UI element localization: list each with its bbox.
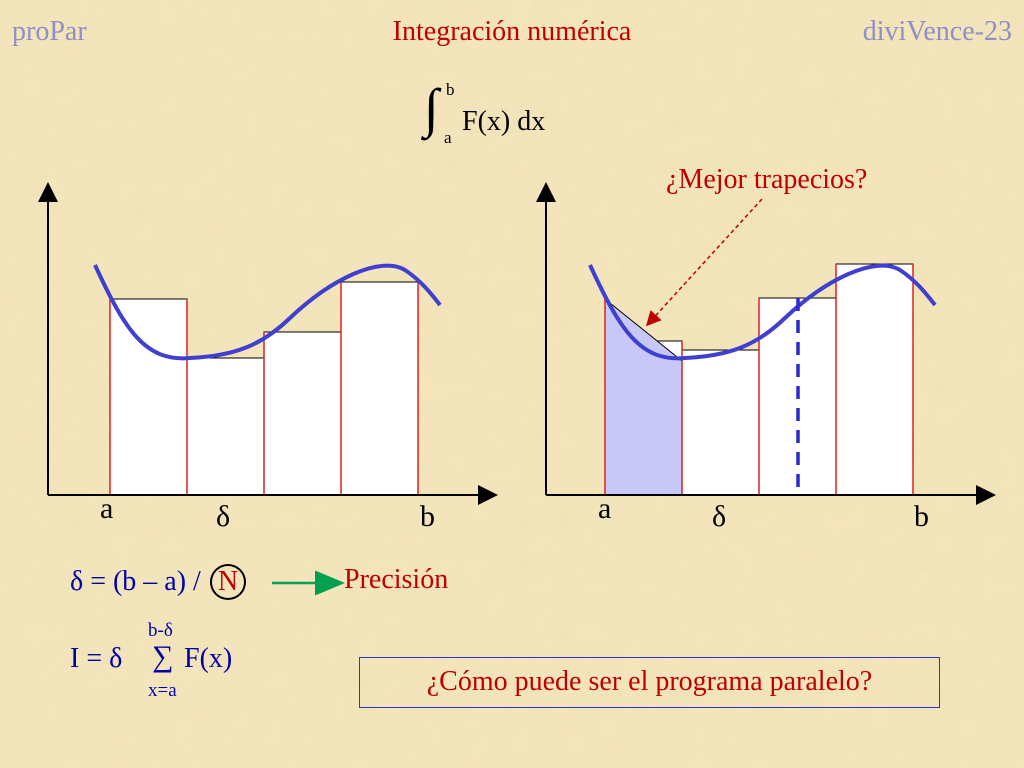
formula-n-circled: N bbox=[209, 564, 247, 600]
left-rect-4 bbox=[340, 281, 419, 496]
integral-lower-limit: a bbox=[444, 128, 452, 147]
trapezoid-question: ¿Mejor trapecios? bbox=[666, 164, 868, 195]
header-course-label: proPar bbox=[12, 16, 87, 47]
right-label-a: a bbox=[598, 492, 612, 525]
sigma-icon: ∑ bbox=[152, 640, 174, 673]
left-label-a: a bbox=[100, 492, 114, 525]
right-function-curve bbox=[588, 263, 937, 361]
left-rect-3 bbox=[263, 331, 342, 496]
integrand: F(x) dx bbox=[462, 106, 546, 137]
right-trapezoid-diagram bbox=[536, 182, 996, 505]
delta-formula: δ = (b – a) / N bbox=[70, 564, 247, 600]
left-label-delta: δ bbox=[216, 500, 231, 533]
delta-formula-text: δ = (b – a) / bbox=[70, 566, 201, 597]
trapezoid-pointer-arrow bbox=[645, 198, 763, 327]
right-rect-2 bbox=[681, 349, 760, 496]
left-function-curve bbox=[93, 263, 442, 361]
integral-upper-limit: b bbox=[446, 80, 455, 99]
left-rect-2 bbox=[186, 357, 265, 496]
right-label-b: b bbox=[914, 500, 929, 533]
slide-title: Integración numérica bbox=[392, 16, 632, 47]
sum-lower-limit: x=a bbox=[148, 680, 177, 701]
trapezoid-highlight bbox=[604, 297, 683, 496]
integral-sign-icon: ∫ bbox=[424, 78, 439, 138]
precision-label: Precisión bbox=[344, 564, 449, 595]
right-rect-4 bbox=[835, 263, 914, 496]
right-label-delta: δ bbox=[712, 500, 727, 533]
header-slide-id: diviVence-23 bbox=[862, 16, 1012, 47]
parallel-program-question-box: ¿Cómo puede ser el programa paralelo? bbox=[359, 657, 940, 708]
left-rect-1 bbox=[109, 298, 188, 496]
sum-formula-lhs: I = δ bbox=[70, 643, 123, 674]
left-label-b: b bbox=[420, 500, 435, 533]
integral-expression: ∫ b a F(x) dx bbox=[424, 78, 584, 148]
sum-term: F(x) bbox=[184, 643, 233, 674]
sum-upper-limit: b-δ bbox=[148, 620, 173, 641]
left-rectangle-diagram bbox=[38, 182, 498, 505]
